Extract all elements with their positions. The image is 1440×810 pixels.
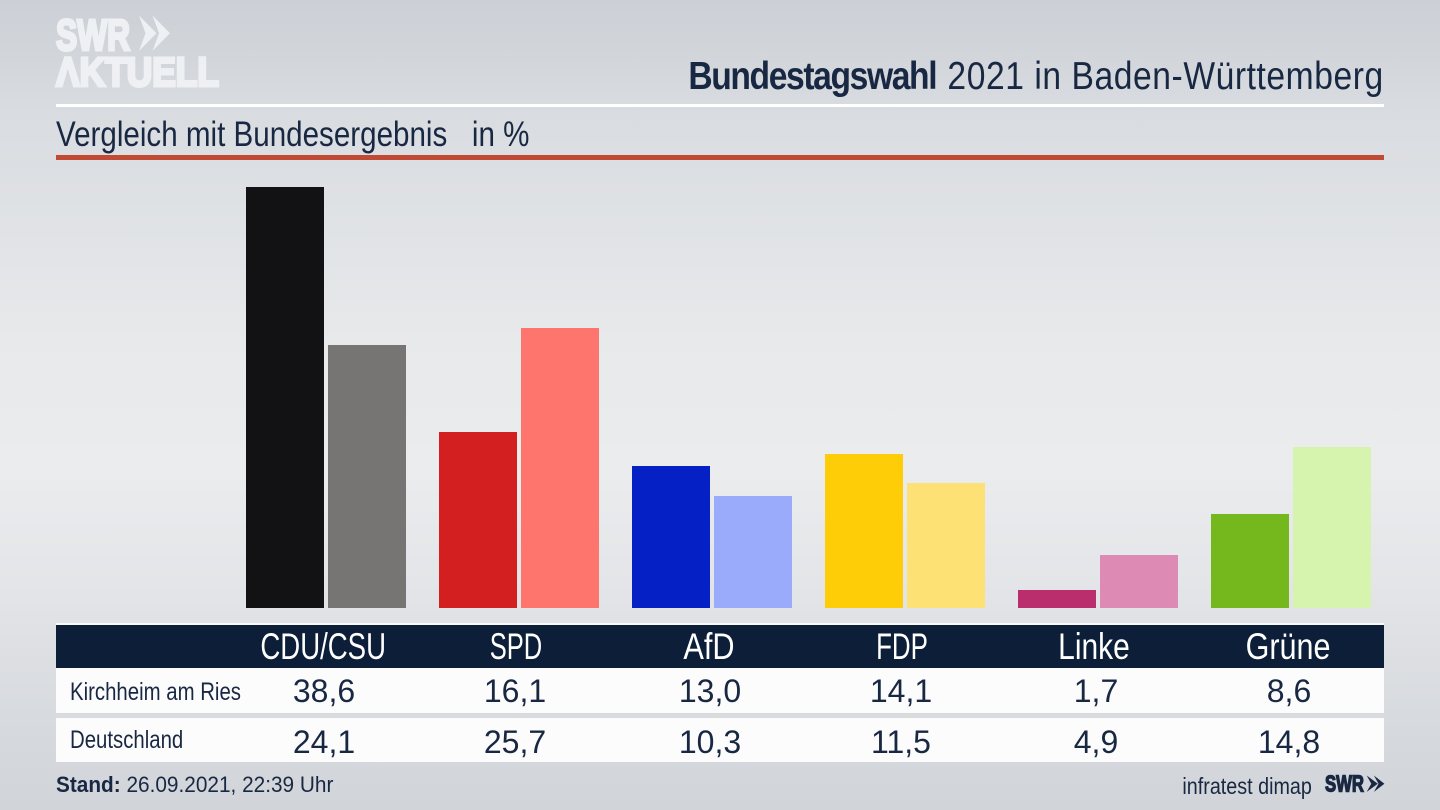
svg-text:ΛKTUELL: ΛKTUELL	[56, 49, 219, 95]
svg-text:SWR: SWR	[56, 11, 130, 60]
svg-text:SWR: SWR	[1325, 771, 1364, 797]
